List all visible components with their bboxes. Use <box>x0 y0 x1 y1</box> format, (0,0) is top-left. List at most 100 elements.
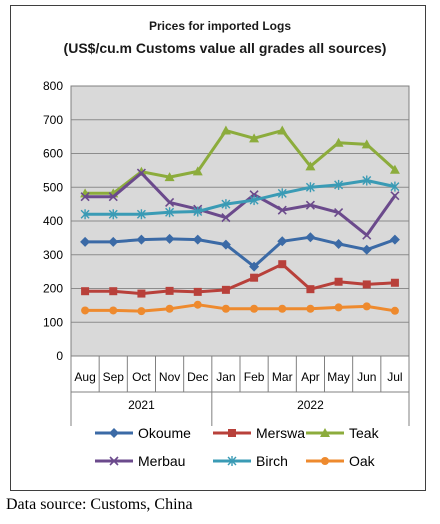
data-point <box>137 307 146 316</box>
data-point <box>321 457 329 465</box>
data-point <box>228 429 236 437</box>
series-merswa <box>81 260 399 298</box>
x-tick-label: Jun <box>357 370 376 384</box>
data-point <box>362 175 372 186</box>
data-point <box>362 280 371 289</box>
data-point <box>389 234 400 245</box>
data-point <box>136 234 147 245</box>
legend-label: Merswa <box>256 425 305 441</box>
data-point <box>250 273 259 282</box>
data-point <box>334 207 344 218</box>
data-point <box>165 207 175 218</box>
data-source-note: Data source: Customs, China <box>6 496 193 513</box>
data-point <box>108 209 118 220</box>
data-point <box>278 304 287 313</box>
data-point <box>109 428 119 438</box>
axes: 0 100 200 300 400 500 600 700 800 Aug Sep Oct Nov Dec… <box>43 79 410 426</box>
data-point <box>193 300 202 309</box>
x-tick-label: Sep <box>103 370 125 384</box>
data-point <box>108 192 118 202</box>
legend-item-oak: Oak <box>306 453 376 469</box>
x-tick-label: Jan <box>216 370 235 384</box>
data-point <box>227 456 237 466</box>
data-point <box>164 172 175 182</box>
series-layer <box>80 125 400 316</box>
x-tick-label: May <box>327 370 350 384</box>
x-tick-label: Apr <box>301 370 320 384</box>
data-point <box>306 304 315 313</box>
series-oak <box>81 300 399 316</box>
x-tick-label: Nov <box>159 370 180 384</box>
data-point <box>221 304 230 313</box>
data-point <box>249 133 260 143</box>
data-point <box>81 306 90 315</box>
series-merbau <box>80 168 400 240</box>
data-point <box>109 306 118 315</box>
data-point <box>80 209 90 220</box>
legend: Okoume Merswa Teak Merbau Birch Oak <box>95 425 380 469</box>
data-point <box>249 261 260 272</box>
data-point <box>334 303 343 312</box>
data-point <box>165 304 174 313</box>
series-birch <box>80 175 400 220</box>
data-point <box>192 234 203 245</box>
data-point <box>108 236 119 247</box>
data-point <box>81 287 90 296</box>
series-line <box>83 303 397 313</box>
y-tick-label: 400 <box>43 214 63 228</box>
data-point <box>333 137 344 147</box>
x-tick-label: Dec <box>187 370 208 384</box>
data-point <box>362 302 371 311</box>
legend-label: Oak <box>349 453 376 469</box>
data-point <box>221 199 231 210</box>
legend-item-teak: Teak <box>306 425 380 441</box>
series-line <box>83 171 397 237</box>
data-point <box>109 287 118 296</box>
data-point <box>192 166 203 176</box>
data-point <box>389 164 400 174</box>
data-point <box>390 181 400 192</box>
data-point <box>277 125 288 135</box>
y-tick-label: 100 <box>43 315 63 329</box>
legend-label: Okoume <box>138 425 191 441</box>
y-tick-label: 300 <box>43 248 63 262</box>
x-group-label: 2022 <box>297 398 324 412</box>
data-point <box>334 179 344 190</box>
data-point <box>165 197 175 208</box>
y-tick-label: 700 <box>43 113 63 127</box>
series-line <box>83 179 397 216</box>
x-tick-label: Feb <box>244 370 265 384</box>
data-point <box>362 230 372 240</box>
legend-item-merbau: Merbau <box>95 453 185 469</box>
data-point <box>305 232 316 243</box>
data-point <box>136 209 146 220</box>
series-okoume <box>80 232 400 272</box>
data-point <box>80 236 91 247</box>
chart-title: Prices for imported Logs <box>149 19 291 33</box>
y-tick-label: 0 <box>56 349 63 363</box>
data-point <box>277 188 287 199</box>
data-point <box>390 191 400 201</box>
data-point <box>390 306 399 315</box>
x-group-label: 2021 <box>128 398 155 412</box>
data-point <box>165 286 174 295</box>
legend-label: Birch <box>256 453 288 469</box>
data-point <box>305 161 316 171</box>
chart-subtitle: (US$/cu.m Customs value all grades all s… <box>64 40 387 56</box>
legend-item-merswa: Merswa <box>213 425 305 441</box>
data-point <box>306 285 315 294</box>
legend-label: Merbau <box>138 453 185 469</box>
x-tick-label: Jul <box>387 370 402 384</box>
data-point <box>361 244 372 255</box>
data-point <box>80 192 90 202</box>
data-point <box>278 260 287 269</box>
series-line <box>83 262 397 296</box>
data-point <box>137 289 146 298</box>
data-point <box>136 168 146 178</box>
data-point <box>164 233 175 244</box>
data-point <box>277 205 287 215</box>
data-point <box>193 287 202 296</box>
data-point <box>305 182 315 193</box>
data-point <box>220 125 231 135</box>
data-point <box>109 456 119 466</box>
